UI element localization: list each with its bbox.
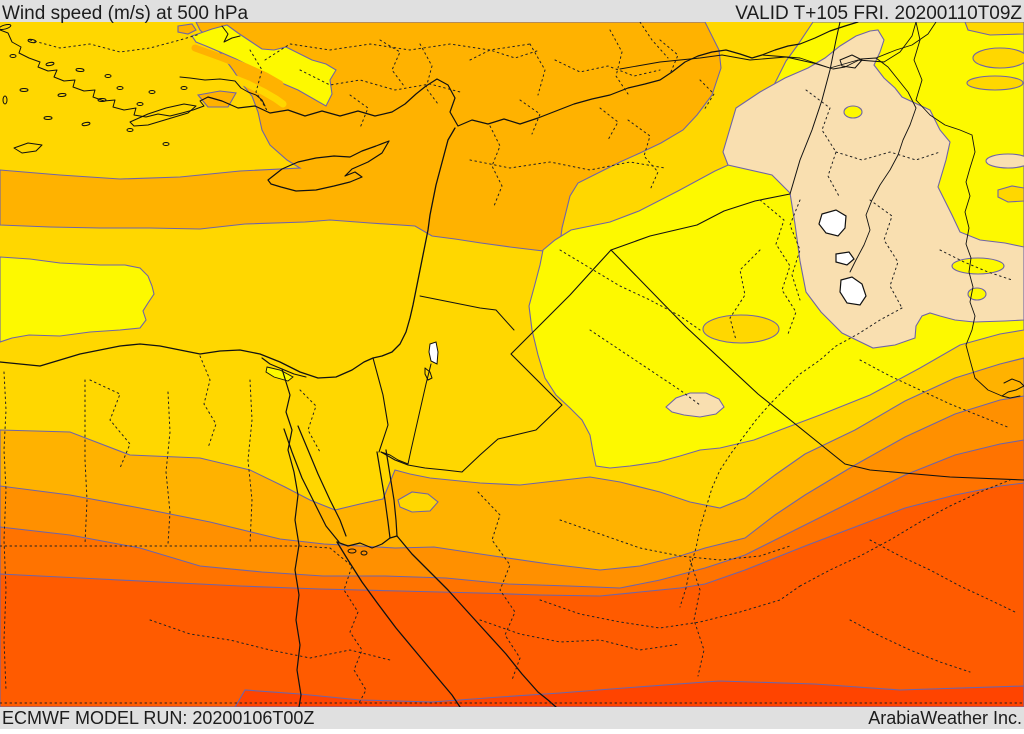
svg-text:ECMWF MODEL RUN: 20200106T00Z: ECMWF MODEL RUN: 20200106T00Z [2, 708, 314, 728]
svg-text:Wind speed (m/s) at 500 hPa: Wind speed (m/s) at 500 hPa [2, 3, 248, 24]
svg-text:ArabiaWeather Inc.: ArabiaWeather Inc. [868, 708, 1022, 728]
svg-text:VALID T+105 FRI. 20200110T09Z: VALID T+105 FRI. 20200110T09Z [735, 3, 1022, 24]
